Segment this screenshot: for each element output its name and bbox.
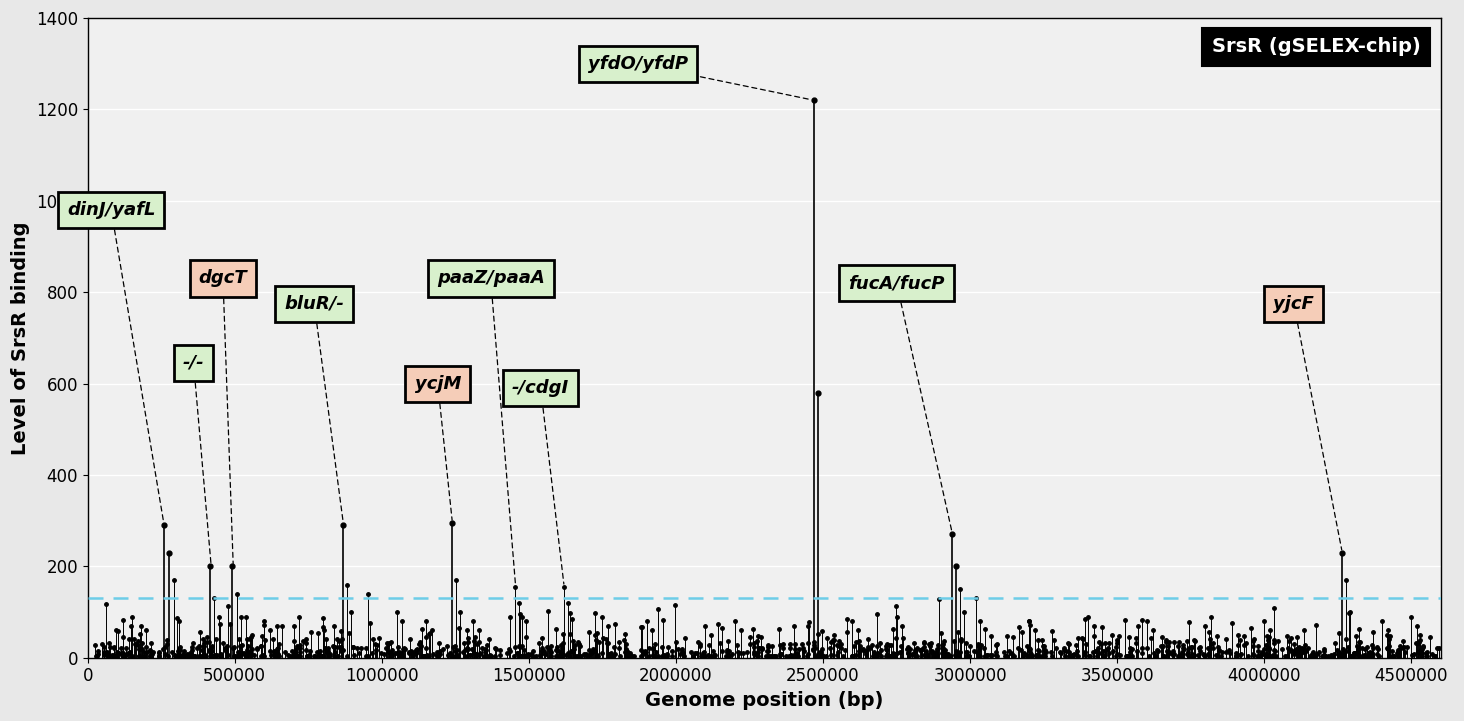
Text: -/-: -/- (183, 354, 205, 372)
Text: bluR/-: bluR/- (284, 295, 344, 313)
Text: yjcF: yjcF (1274, 295, 1315, 313)
Text: fucA/fucP: fucA/fucP (848, 274, 944, 292)
Y-axis label: Level of SrsR binding: Level of SrsR binding (12, 221, 31, 455)
Text: SrsR (gSELEX-chip): SrsR (gSELEX-chip) (1212, 37, 1420, 56)
Text: dgcT: dgcT (199, 270, 247, 288)
Text: -/cdgI: -/cdgI (512, 379, 569, 397)
Text: dinJ/yafL: dinJ/yafL (67, 201, 155, 219)
Text: yfdO/yfdP: yfdO/yfdP (587, 55, 688, 73)
Text: ycjM: ycjM (414, 374, 461, 392)
X-axis label: Genome position (bp): Genome position (bp) (646, 691, 883, 710)
Text: paaZ/paaA: paaZ/paaA (436, 270, 545, 288)
